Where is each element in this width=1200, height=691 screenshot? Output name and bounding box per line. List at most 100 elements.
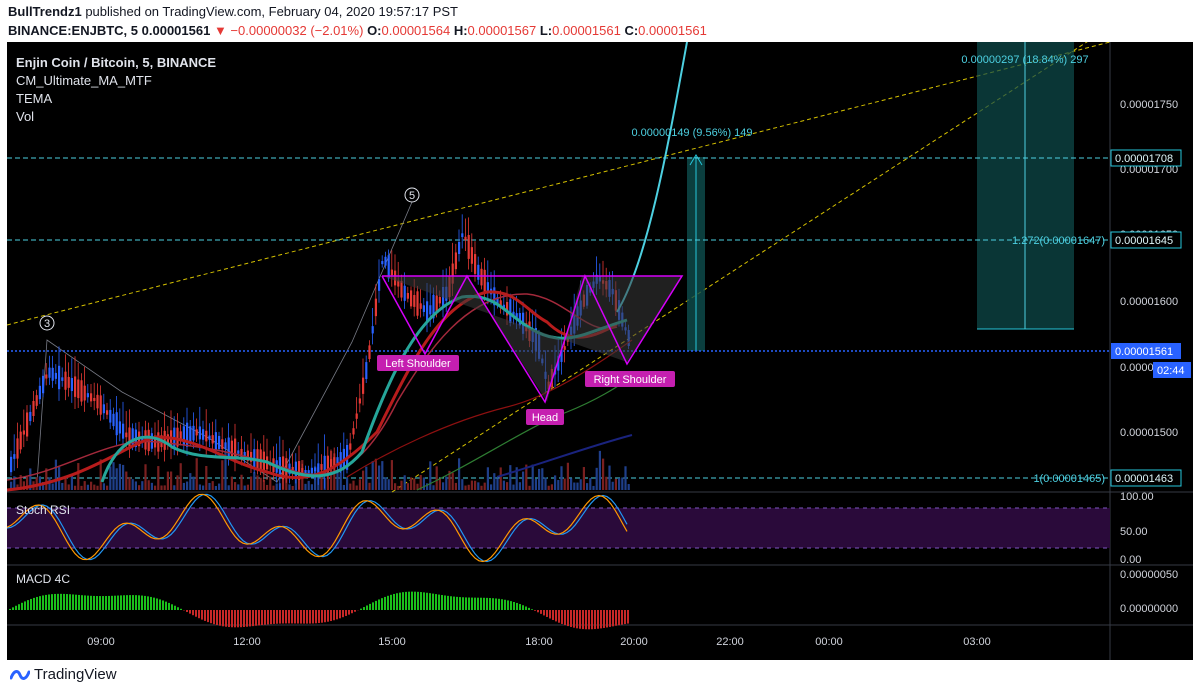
candle-body <box>480 268 483 286</box>
candle-body <box>10 456 13 473</box>
macd-bar <box>189 610 191 614</box>
lower-trendline[interactable] <box>391 42 1110 493</box>
candle-body <box>16 438 19 459</box>
volume-bar <box>221 460 224 490</box>
candle-body <box>307 470 310 474</box>
volume-bar <box>381 461 384 490</box>
macd-bar <box>261 610 263 626</box>
volume-bar <box>470 480 473 490</box>
price-change: ▼ −0.00000032 (−2.01%) <box>213 23 364 38</box>
candle-body <box>189 426 192 442</box>
macd-bar <box>21 602 23 610</box>
right-shoulder-badge[interactable] <box>585 371 675 387</box>
volume-bar <box>403 475 406 490</box>
macd-bar <box>66 594 68 610</box>
stoch-band <box>7 508 1110 548</box>
symbol-legend[interactable]: Enjin Coin / Bitcoin, 5, BINANCE <box>16 55 217 70</box>
candle-body <box>90 393 93 402</box>
volume-bar <box>538 468 541 490</box>
volume-bar <box>22 481 25 490</box>
candle-body <box>22 430 25 435</box>
macd-bar <box>339 610 341 619</box>
volume-bar <box>477 482 480 490</box>
volume-bar <box>240 474 243 490</box>
macd-bar <box>231 610 233 628</box>
volume-bar <box>438 478 441 490</box>
volume-bar <box>138 485 141 490</box>
author-name[interactable]: BullTrendz1 <box>8 4 82 19</box>
candle-body <box>61 377 64 381</box>
macd-bar <box>150 596 152 610</box>
indicator-legend[interactable]: Vol <box>16 109 35 124</box>
volume-bar <box>416 483 419 490</box>
ma-line-slow[interactable] <box>7 293 618 481</box>
candle-body <box>26 412 29 437</box>
wave-marker-5[interactable] <box>404 187 420 203</box>
macd-bar <box>201 610 203 620</box>
macd-bar <box>123 595 125 610</box>
candle-body <box>342 448 345 469</box>
candle-body <box>96 394 99 409</box>
head-badge[interactable] <box>526 409 564 425</box>
left-shoulder-badge[interactable] <box>377 355 459 371</box>
candle-body <box>374 298 377 317</box>
volume-bar <box>310 484 313 490</box>
macd-bar <box>105 596 107 610</box>
volume-bar <box>406 483 409 490</box>
volume-bar <box>410 477 413 490</box>
macd-bar <box>477 597 479 610</box>
macd-bar <box>615 610 617 626</box>
macd-bar <box>102 596 104 610</box>
head-shoulders-pattern[interactable] <box>381 273 684 404</box>
stoch-label: Stoch RSI <box>16 503 70 517</box>
tradingview-logo-icon[interactable] <box>10 666 30 684</box>
price-chart[interactable]: 3 5 Left Shoulder Head Right Shoulder 0.… <box>7 42 1193 660</box>
candle-body <box>141 437 144 442</box>
volume-bar <box>19 475 22 490</box>
macd-bar <box>402 592 404 610</box>
candle-body <box>413 295 416 307</box>
volume-bar <box>90 481 93 490</box>
macd-bar <box>624 610 626 625</box>
volume-bar <box>467 484 470 490</box>
wave-marker-3[interactable] <box>39 315 55 331</box>
macd-bar <box>9 608 11 610</box>
symbol-line: BINANCE:ENJBTC, 5 0.00001561 ▼ −0.000000… <box>8 23 707 38</box>
volume-bar <box>250 476 253 490</box>
macd-bar <box>294 610 296 624</box>
macd-bar <box>507 600 509 610</box>
volume-bar <box>362 470 365 490</box>
candle-body <box>182 426 185 445</box>
time-axis[interactable]: 09:00 12:00 15:00 18:00 20:00 22:00 00:0… <box>87 636 991 648</box>
volume-bar <box>253 472 256 490</box>
candle-body <box>416 291 419 316</box>
price-tick: 0.00001700 <box>1120 164 1178 176</box>
volume-bar <box>218 483 221 490</box>
candle-body <box>381 261 384 265</box>
candle-body <box>77 379 80 399</box>
chart-area[interactable]: 3 5 Left Shoulder Head Right Shoulder 0.… <box>7 42 1193 660</box>
indicator-legend[interactable]: TEMA <box>16 91 53 106</box>
measure-arrowhead <box>689 154 703 166</box>
macd-bar <box>375 600 377 610</box>
macd-bar <box>531 609 533 610</box>
macd-bar <box>570 610 572 627</box>
indicator-legend[interactable]: CM_Ultimate_MA_MTF <box>16 73 152 88</box>
macd-label: MACD 4C <box>16 572 70 586</box>
volume-bar <box>83 481 86 490</box>
macd-bar <box>297 610 299 624</box>
price-label-box <box>1110 231 1182 249</box>
macd-bar <box>528 607 530 610</box>
macd-bar <box>390 594 392 610</box>
upper-trendline[interactable] <box>7 42 1111 326</box>
macd-bar <box>348 610 350 615</box>
volume-bar <box>550 484 553 490</box>
macd-bar <box>282 610 284 624</box>
projection-curve[interactable] <box>616 42 688 313</box>
wave-path[interactable] <box>36 201 413 483</box>
brand-name[interactable]: TradingView <box>34 666 117 683</box>
macd-bar <box>579 610 581 629</box>
macd-bar <box>363 607 365 610</box>
candle-body <box>115 412 118 436</box>
macd-bar <box>210 610 212 624</box>
